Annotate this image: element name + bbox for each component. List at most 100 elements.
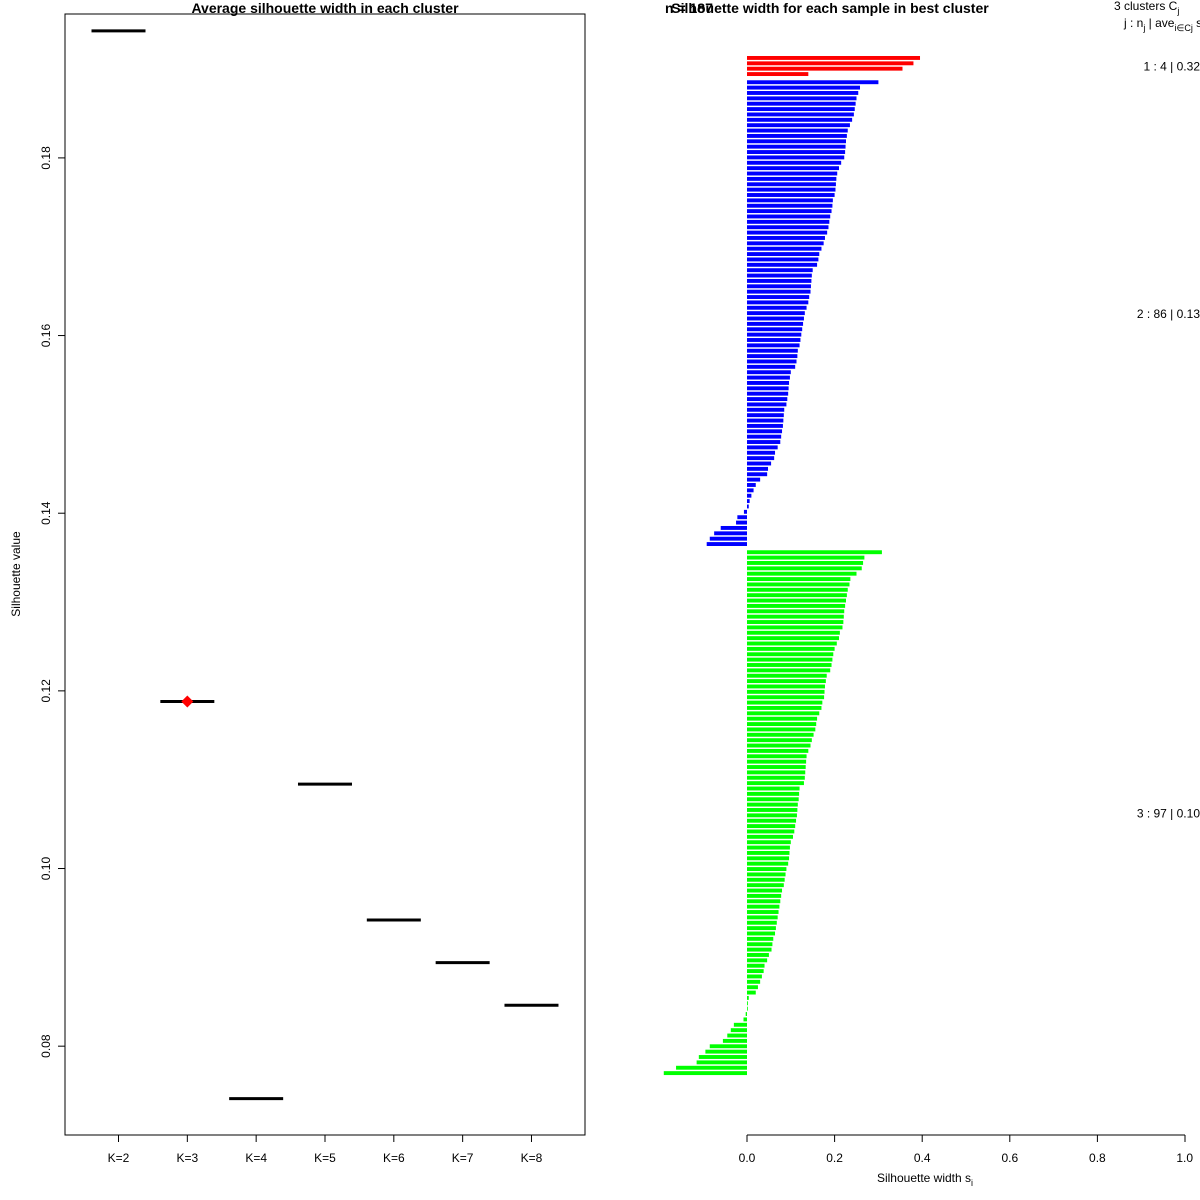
cluster-summary-label: 3 : 97 | 0.10 xyxy=(1137,806,1200,820)
silhouette-bar xyxy=(747,386,789,391)
silhouette-bar xyxy=(747,834,793,839)
left-x-tick-label: K=8 xyxy=(521,1151,543,1165)
silhouette-bar xyxy=(747,883,784,888)
silhouette-bar xyxy=(747,689,825,694)
silhouette-bar xyxy=(747,246,822,251)
silhouette-bar xyxy=(747,187,836,192)
silhouette-bar xyxy=(747,732,814,737)
right-x-axis-label-main: Silhouette width s xyxy=(877,1171,971,1185)
silhouette-bar xyxy=(705,1049,747,1054)
silhouette-bar xyxy=(747,614,844,619)
silhouette-bar xyxy=(747,845,790,850)
silhouette-bar xyxy=(747,775,805,780)
right-x-tick-label: 0.4 xyxy=(914,1151,931,1165)
silhouette-bar xyxy=(747,241,824,246)
silhouette-bar xyxy=(747,802,798,807)
silhouette-bar xyxy=(736,520,747,525)
silhouette-bar xyxy=(747,402,787,407)
silhouette-bar xyxy=(714,531,747,536)
silhouette-bar xyxy=(747,176,837,181)
silhouette-bar xyxy=(747,716,818,721)
silhouette-bar xyxy=(747,466,769,471)
silhouette-bar xyxy=(747,636,839,641)
silhouette-bar xyxy=(733,1022,747,1027)
silhouette-bar xyxy=(747,429,783,434)
silhouette-bar xyxy=(747,96,857,101)
silhouette-bar xyxy=(747,770,806,775)
silhouette-bar xyxy=(747,445,778,450)
silhouette-bar xyxy=(722,1038,747,1043)
left-chart-title: Average silhouette width in each cluster xyxy=(191,0,459,16)
silhouette-bar xyxy=(747,101,856,106)
left-y-tick-label: 0.16 xyxy=(39,324,53,348)
silhouette-bar xyxy=(747,91,859,95)
silhouette-bar xyxy=(747,791,800,796)
silhouette-bar xyxy=(747,214,831,219)
right-cluster-labels: 1 : 4 | 0.32 2 : 86 | 0.13 3 : 97 | 0.10 xyxy=(1137,60,1200,821)
silhouette-bar xyxy=(747,504,749,509)
silhouette-bar xyxy=(747,646,835,651)
left-x-tick-label: K=3 xyxy=(176,1151,198,1165)
silhouette-bar xyxy=(747,144,846,149)
best-k-marker xyxy=(181,695,194,708)
legend-header-line2-c: s xyxy=(1193,16,1200,30)
silhouette-bar xyxy=(747,370,791,375)
silhouette-bar xyxy=(747,679,826,684)
silhouette-bar xyxy=(747,625,843,630)
silhouette-bar xyxy=(747,577,851,582)
silhouette-bar xyxy=(747,1001,748,1006)
silhouette-bar xyxy=(747,407,785,412)
silhouette-bar xyxy=(747,786,800,791)
silhouette-bar xyxy=(747,348,798,353)
silhouette-bar xyxy=(747,230,828,235)
silhouette-bar xyxy=(747,663,832,667)
silhouette-bar xyxy=(747,963,765,968)
left-y-tick-label: 0.12 xyxy=(39,679,53,703)
silhouette-bar xyxy=(747,706,822,710)
silhouette-bar xyxy=(747,915,778,920)
silhouette-bar xyxy=(727,1033,747,1038)
silhouette-bar xyxy=(747,781,804,786)
silhouette-bar xyxy=(747,139,846,144)
right-chart: n = 187 Silhouette width for each sample… xyxy=(663,0,1200,1188)
silhouette-bar xyxy=(747,861,789,866)
silhouette-bar xyxy=(747,289,811,294)
silhouette-bar xyxy=(747,155,845,160)
silhouette-bar xyxy=(747,609,845,614)
silhouette-bar xyxy=(747,311,805,316)
silhouette-bar xyxy=(747,273,812,278)
legend-header-line1-sub: j xyxy=(1176,6,1179,16)
silhouette-bar xyxy=(747,252,820,257)
silhouette-bar xyxy=(747,877,785,882)
silhouette-bar xyxy=(747,872,786,877)
silhouette-bar xyxy=(747,888,783,893)
right-overlapped-title: n = 187 xyxy=(665,0,713,16)
silhouette-bar xyxy=(747,295,810,299)
silhouette-bar xyxy=(747,450,776,455)
silhouette-bar xyxy=(747,434,782,439)
silhouette-bar xyxy=(747,300,809,305)
left-x-tick-label: K=4 xyxy=(245,1151,267,1165)
silhouette-bar xyxy=(747,209,832,214)
silhouette-bar xyxy=(747,483,756,487)
silhouette-bar xyxy=(743,1017,747,1022)
silhouette-bar xyxy=(747,711,820,716)
left-plot-frame xyxy=(64,13,586,1136)
silhouette-bar xyxy=(747,958,768,963)
legend-header-line2-a: j : n xyxy=(1123,16,1143,30)
silhouette-bar xyxy=(747,316,804,321)
silhouette-bar xyxy=(747,652,834,657)
silhouette-bar xyxy=(747,985,758,990)
silhouette-bar xyxy=(747,743,811,748)
left-x-ticks: K=2 K=3 K=4 K=5 K=6 K=7 K=8 xyxy=(108,1135,543,1165)
silhouette-bar xyxy=(730,1028,747,1033)
silhouette-bar xyxy=(745,1012,747,1016)
silhouette-bar xyxy=(747,942,773,947)
silhouette-bar xyxy=(747,56,921,60)
right-x-tick-label: 0.6 xyxy=(1001,1151,1018,1165)
silhouette-bar xyxy=(747,808,798,812)
silhouette-bar xyxy=(747,969,764,974)
silhouette-bar xyxy=(709,536,747,541)
silhouette-bar xyxy=(747,456,775,461)
silhouette-bar xyxy=(747,117,853,122)
